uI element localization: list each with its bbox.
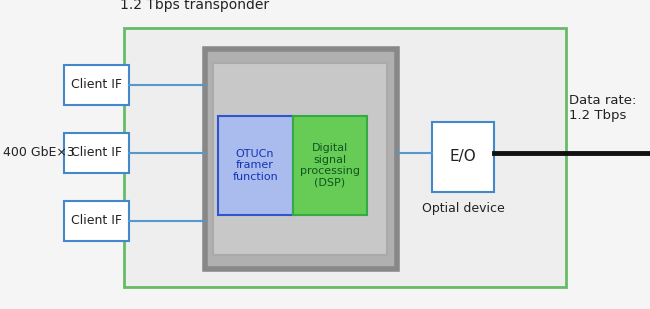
Text: Client IF: Client IF bbox=[71, 78, 122, 91]
FancyBboxPatch shape bbox=[205, 49, 396, 269]
FancyBboxPatch shape bbox=[213, 63, 387, 255]
FancyBboxPatch shape bbox=[292, 116, 367, 215]
FancyBboxPatch shape bbox=[64, 201, 129, 241]
FancyBboxPatch shape bbox=[432, 122, 494, 192]
Text: Client IF: Client IF bbox=[71, 214, 122, 227]
FancyBboxPatch shape bbox=[64, 65, 129, 105]
Text: 1.2 Tbps transponder: 1.2 Tbps transponder bbox=[120, 0, 269, 12]
Text: OTUCn
framer
function: OTUCn framer function bbox=[232, 149, 278, 182]
FancyBboxPatch shape bbox=[64, 133, 129, 173]
Text: E/O: E/O bbox=[450, 149, 476, 164]
Text: Optial device: Optial device bbox=[422, 202, 504, 215]
Text: Client IF: Client IF bbox=[71, 146, 122, 159]
FancyBboxPatch shape bbox=[124, 28, 566, 287]
Text: Digital
signal
processing
(DSP): Digital signal processing (DSP) bbox=[300, 143, 360, 188]
Text: 400 GbE×3: 400 GbE×3 bbox=[3, 146, 75, 159]
Text: Data rate:
1.2 Tbps: Data rate: 1.2 Tbps bbox=[569, 94, 636, 122]
FancyBboxPatch shape bbox=[218, 116, 292, 215]
